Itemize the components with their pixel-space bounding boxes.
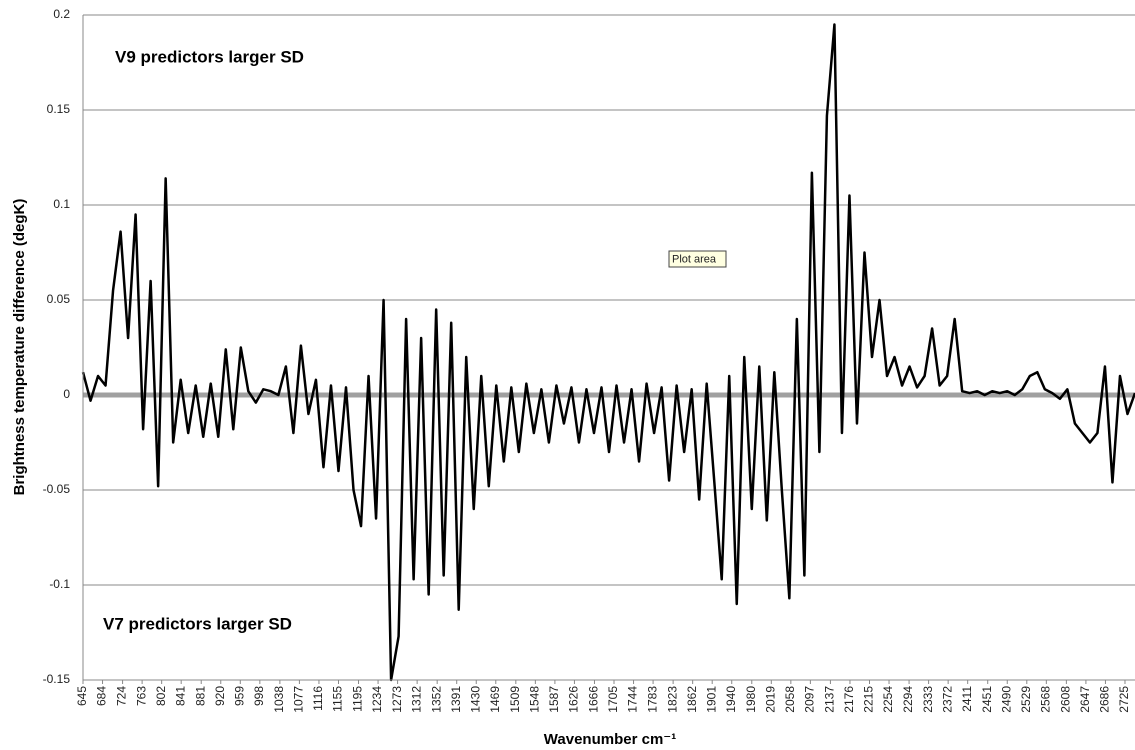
y-axis-title: Brightness temperature difference (degK)	[11, 199, 28, 496]
x-tick-label: 1666	[587, 686, 601, 713]
x-tick-label: 2647	[1078, 686, 1092, 713]
annotation: V7 predictors larger SD	[103, 614, 292, 633]
x-axis-title: Wavenumber cm⁻¹	[544, 731, 676, 748]
x-tick-label: 724	[115, 686, 129, 706]
x-tick-label: 1626	[567, 686, 581, 713]
y-tick-label: 0.05	[47, 292, 71, 306]
x-tick-label: 645	[75, 686, 89, 706]
x-tick-label: 1391	[449, 686, 463, 713]
x-tick-label: 1352	[429, 686, 443, 713]
x-tick-label: 1038	[272, 686, 286, 713]
x-tick-label: 2058	[783, 686, 797, 713]
x-tick-label: 2137	[823, 686, 837, 713]
x-tick-label: 1548	[528, 686, 542, 713]
x-tick-label: 1901	[704, 686, 718, 713]
x-tick-label: 2215	[862, 686, 876, 713]
x-tick-label: 2725	[1117, 686, 1131, 713]
x-tick-label: 1273	[390, 686, 404, 713]
tooltip-box	[668, 250, 727, 268]
x-tick-label: 2097	[803, 686, 817, 713]
x-tick-label: 998	[252, 686, 266, 706]
x-tick-label: 2254	[881, 686, 895, 713]
annotation: V9 predictors larger SD	[115, 47, 304, 66]
x-tick-label: 1862	[685, 686, 699, 713]
x-tick-label: 1783	[645, 686, 659, 713]
x-tick-label: 2176	[842, 686, 856, 713]
x-tick-label: 2019	[763, 686, 777, 713]
x-tick-label: 2529	[1019, 686, 1033, 713]
x-tick-label: 1077	[292, 686, 306, 713]
x-tick-label: 1587	[547, 686, 561, 713]
x-tick-label: 1705	[606, 686, 620, 713]
x-tick-label: 2451	[980, 686, 994, 713]
x-tick-label: 2608	[1059, 686, 1073, 713]
tooltip: Plot area	[672, 253, 717, 265]
data-line	[81, 23, 1135, 682]
x-tick-label: 920	[213, 686, 227, 706]
x-tick-label: 1509	[508, 686, 522, 713]
x-tick-label: 1116	[311, 686, 325, 711]
x-tick-label: 2411	[960, 686, 974, 712]
x-tick-label: 1469	[488, 686, 502, 713]
y-tick-label: 0.2	[53, 7, 70, 21]
x-tick-label: 1980	[744, 686, 758, 713]
x-tick-label: 959	[232, 686, 246, 706]
y-tick-label: -0.05	[43, 482, 71, 496]
y-tick-label: -0.15	[43, 672, 71, 686]
x-tick-label: 684	[95, 686, 109, 706]
x-tick-label: 1234	[370, 686, 384, 713]
x-tick-label: 802	[154, 686, 168, 706]
x-tick-label: 2568	[1039, 686, 1053, 713]
x-tick-label: 841	[173, 686, 187, 706]
x-tick-label: 2294	[901, 686, 915, 713]
x-tick-label: 1195	[351, 686, 365, 712]
x-tick-label: 2686	[1098, 686, 1112, 713]
y-tick-label: 0.15	[47, 102, 71, 116]
x-tick-label: 1312	[409, 686, 423, 713]
x-tick-label: 2490	[999, 686, 1013, 713]
x-tick-label: 763	[134, 686, 148, 706]
x-tick-label: 1155	[331, 686, 345, 712]
x-tick-label: 2372	[940, 686, 954, 713]
x-tick-label: 881	[193, 686, 207, 706]
x-tick-label: 2333	[921, 686, 935, 713]
x-tick-label: 1744	[626, 686, 640, 713]
y-tick-label: -0.1	[49, 577, 70, 591]
x-tick-label: 1430	[468, 686, 482, 713]
x-tick-label: 1940	[724, 686, 738, 713]
y-tick-label: 0.1	[53, 197, 70, 211]
x-tick-label: 1823	[665, 686, 679, 713]
y-tick-label: 0	[63, 387, 70, 401]
